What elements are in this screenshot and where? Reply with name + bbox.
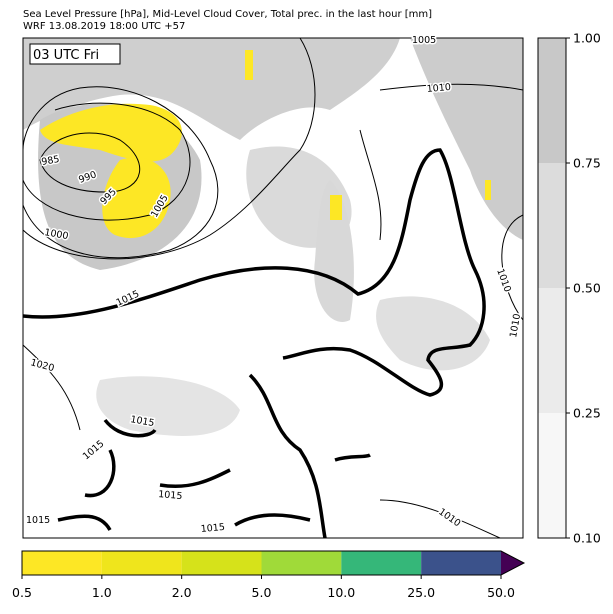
title: Sea Level Pressure [hPa], Mid-Level Clou… [23, 9, 432, 20]
isobar-1015 [22, 148, 486, 539]
precipitation [40, 50, 491, 239]
colorbar-segment [341, 551, 422, 575]
contour-label: 1005 [412, 35, 436, 46]
contour-label: 1015 [158, 489, 183, 502]
colorbar-segment [22, 551, 102, 575]
subtitle: WRF 13.08.2019 18:00 UTC +57 [23, 21, 185, 32]
colorbar-tick-label: 2.0 [172, 585, 192, 600]
colorbar-segment [538, 413, 566, 538]
contour-label: 1015 [200, 522, 225, 535]
colorbar-tick-label: 0.75 [573, 156, 601, 171]
colorbar-tick-label: 0.10 [573, 531, 601, 546]
colorbar-segment [538, 38, 566, 163]
precip-colorbar: 0.5 1.0 2.0 5.0 10.0 25.0 50.0 [12, 550, 526, 600]
cloud-colorbar: 0.10 0.25 0.50 0.75 1.00 [537, 31, 601, 546]
colorbar-tick-label: 0.50 [573, 281, 601, 296]
colorbar-tick-label: 5.0 [252, 585, 272, 600]
colorbar-extension [501, 551, 524, 575]
colorbar-segment [538, 288, 566, 413]
colorbar-tick-label: 25.0 [407, 585, 435, 600]
colorbar-tick-label: 10.0 [327, 585, 355, 600]
colorbar-frame [21, 550, 526, 576]
contour-label: 1015 [26, 515, 50, 526]
colorbar-tick-label: 0.5 [12, 585, 32, 600]
isobars [22, 37, 524, 539]
colorbar-tick-label: 1.0 [92, 585, 112, 600]
contour-label: 1010 [508, 313, 523, 339]
colorbar-segment [421, 551, 501, 575]
colorbar-segment [181, 551, 262, 575]
time-label: 03 UTC Fri [33, 48, 99, 63]
colorbar-tick-label: 50.0 [487, 585, 515, 600]
contour-label: 985 [41, 154, 61, 168]
colorbar-segment [538, 163, 566, 288]
colorbar-tick-label: 1.00 [573, 31, 601, 46]
colorbar-segment [101, 551, 182, 575]
colorbar-segment [261, 551, 342, 575]
colorbar-tick-label: 0.25 [573, 406, 601, 421]
contour-label: 1010 [426, 82, 451, 95]
